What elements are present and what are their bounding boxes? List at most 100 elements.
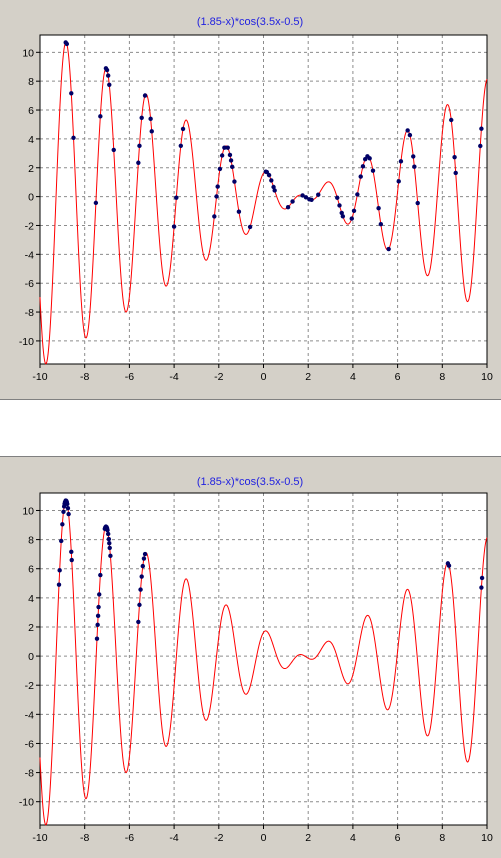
data-point	[478, 143, 483, 149]
y-tick-label: -6	[25, 738, 34, 750]
data-point	[479, 126, 484, 131]
data-point	[98, 114, 103, 119]
data-point	[236, 209, 242, 214]
x-tick-label: 2	[305, 371, 311, 383]
x-tick-label: -4	[169, 832, 178, 844]
data-point	[136, 160, 141, 165]
data-point	[148, 116, 153, 122]
data-point	[59, 538, 64, 544]
data-point	[378, 221, 384, 227]
data-point	[405, 128, 410, 133]
x-tick-label: 6	[395, 832, 401, 844]
data-point	[71, 135, 76, 140]
data-point	[247, 224, 253, 230]
plot-frame	[39, 492, 488, 826]
data-point	[272, 188, 277, 193]
x-tick-label: -8	[80, 832, 89, 844]
x-tick-label: 0	[261, 371, 267, 383]
x-tick-label: 0	[261, 832, 267, 844]
chart-title: (1.85-x)*cos(3.5x-0.5)	[197, 476, 303, 488]
data-point	[396, 179, 401, 184]
data-point	[337, 203, 342, 208]
x-tick-label: -4	[169, 371, 178, 383]
separator-gap	[0, 400, 501, 456]
data-point	[264, 169, 270, 175]
x-tick-label: -10	[32, 832, 47, 844]
data-point	[452, 154, 457, 160]
x-tick-label: 10	[481, 371, 493, 383]
data-point	[309, 197, 314, 203]
x-tick-label: 6	[395, 371, 401, 383]
data-point	[225, 145, 230, 150]
data-point	[446, 563, 452, 568]
data-point	[69, 549, 74, 555]
data-point	[65, 506, 71, 511]
data-point	[351, 208, 357, 213]
data-point	[142, 93, 148, 98]
y-tick-label: 0	[28, 651, 34, 663]
data-point	[69, 557, 74, 563]
data-point	[269, 178, 274, 183]
data-point	[61, 509, 66, 514]
data-point	[285, 205, 291, 210]
data-point	[66, 511, 71, 517]
data-point	[96, 604, 101, 610]
data-point	[479, 575, 485, 581]
chart-bottom: (1.85-x)*cos(3.5x-0.5) -10 -8 -6 -4 -2 0 2 4 6 8 1…	[19, 476, 493, 844]
x-tick-label: -6	[125, 371, 134, 383]
data-point	[138, 587, 143, 592]
data-point	[111, 147, 116, 153]
data-point	[300, 193, 305, 198]
x-tick-label: 2	[305, 832, 311, 844]
data-point	[214, 194, 219, 199]
data-point	[376, 206, 381, 211]
data-point	[271, 184, 276, 190]
data-point	[411, 154, 416, 159]
chart-top: (1.85-x)*cos(3.5x-0.5) -10 -8 -6 -4 -2 0 2 4 6 8 1…	[19, 16, 493, 383]
y-tick-label: 10	[22, 505, 34, 517]
data-point	[266, 172, 272, 178]
function-curve	[39, 41, 488, 365]
chart-panel-top: (1.85-x)*cos(3.5x-0.5) -10 -8 -6 -4 -2 0 2 4 6 8 1…	[0, 0, 501, 400]
data-point	[219, 153, 225, 158]
data-point	[453, 170, 458, 176]
data-point	[108, 553, 113, 559]
data-point	[57, 568, 62, 573]
function-curve	[39, 499, 488, 826]
data-point	[137, 602, 142, 608]
data-point	[136, 619, 141, 625]
data-point	[65, 501, 70, 507]
data-point	[412, 164, 417, 169]
data-point	[137, 143, 142, 149]
data-point	[367, 156, 372, 161]
data-point	[228, 158, 234, 163]
data-point	[335, 195, 340, 200]
data-point	[98, 572, 103, 578]
data-point	[56, 582, 62, 587]
data-point	[178, 143, 184, 149]
y-tick-label: -10	[19, 336, 34, 348]
data-point	[107, 82, 112, 87]
y-tick-label: -4	[25, 709, 34, 721]
x-tick-label: 8	[439, 371, 445, 383]
x-tick-label: 4	[350, 832, 356, 844]
y-tick-label: -10	[19, 797, 34, 809]
data-point	[230, 164, 235, 170]
data-point	[106, 536, 112, 542]
y-tick-label: 6	[28, 564, 34, 576]
data-point	[215, 184, 220, 189]
data-point	[94, 636, 100, 641]
data-point	[174, 195, 179, 200]
data-point	[104, 67, 110, 73]
y-tick-label: 8	[28, 535, 34, 547]
data-point	[180, 126, 186, 132]
data-point	[479, 585, 484, 590]
y-tick-label: -2	[25, 220, 34, 232]
data-point	[107, 541, 112, 546]
y-tick-label: -8	[25, 768, 34, 780]
data-point	[449, 117, 454, 123]
data-point	[386, 246, 391, 252]
data-point	[139, 574, 144, 579]
x-tick-label: 4	[350, 371, 356, 383]
data-point	[222, 145, 227, 150]
